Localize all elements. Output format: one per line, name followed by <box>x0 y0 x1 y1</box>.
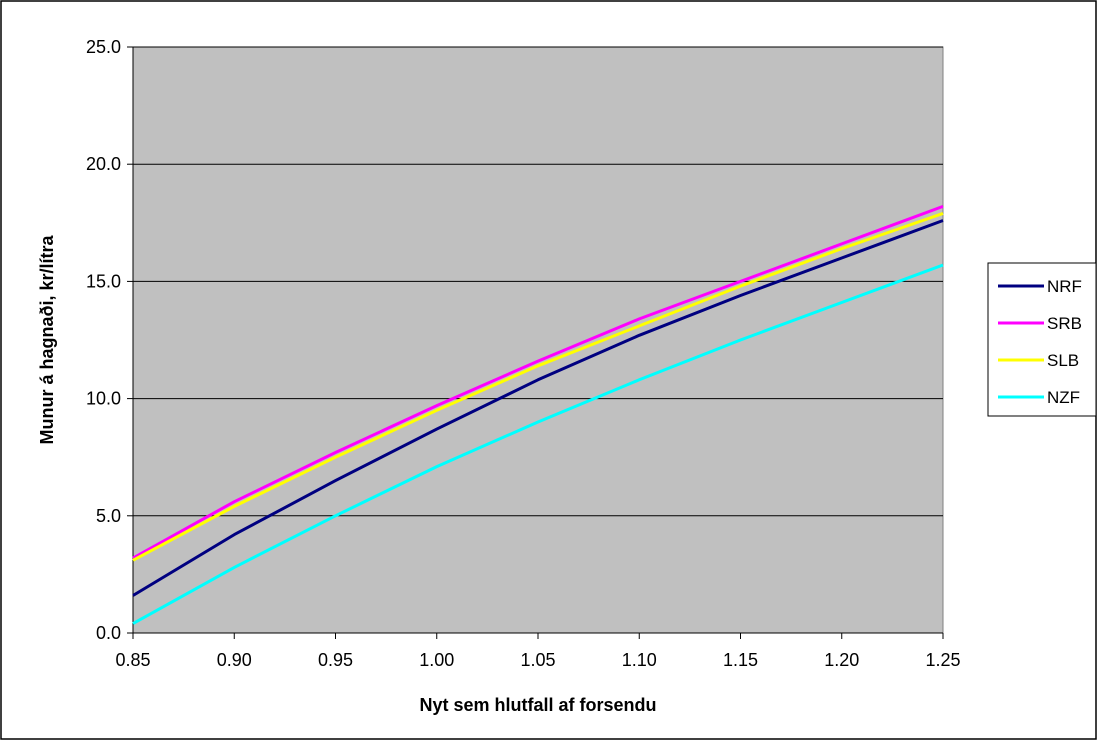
legend-box <box>987 262 1097 417</box>
x-axis-title: Nyt sem hlutfall af forsendu <box>419 695 656 715</box>
axes <box>127 46 944 639</box>
y-axis-title: Munur á hagnaði, kr/lítra <box>37 234 57 444</box>
x-tick-label: 0.85 <box>115 650 150 670</box>
x-tick-labels: 0.85 0.90 0.95 1.00 1.05 1.10 1.15 1.20 1.25 <box>115 650 960 670</box>
legend: NRF SRB SLB NZF <box>987 262 1097 417</box>
series-line-nzf <box>132 263 944 625</box>
series-lines <box>132 204 944 625</box>
x-tick-label: 1.25 <box>925 650 960 670</box>
x-tick-label: 1.05 <box>520 650 555 670</box>
series-line-nrf <box>132 219 944 597</box>
y-tick-label: 20.0 <box>86 154 121 174</box>
y-tick-label: 15.0 <box>86 271 121 291</box>
legend-label-nrf: NRF <box>1047 277 1082 296</box>
legend-label-nzf: NZF <box>1047 388 1080 407</box>
x-tick-label: 0.95 <box>318 650 353 670</box>
series-line-slb <box>132 211 944 562</box>
x-tick-label: 1.00 <box>419 650 454 670</box>
x-tick-label: 1.10 <box>622 650 657 670</box>
series-line-srb <box>132 204 944 560</box>
y-tick-label: 25.0 <box>86 37 121 57</box>
plot-area <box>132 46 944 634</box>
legend-label-slb: SLB <box>1047 351 1079 370</box>
legend-label-srb: SRB <box>1047 314 1082 333</box>
y-tick-label: 5.0 <box>96 506 121 526</box>
y-tick-label: 10.0 <box>86 389 121 409</box>
x-tick-label: 0.90 <box>217 650 252 670</box>
y-tick-label: 0.0 <box>96 623 121 643</box>
x-tick-label: 1.15 <box>723 650 758 670</box>
x-tick-label: 1.20 <box>824 650 859 670</box>
y-tick-labels: 0.0 5.0 10.0 15.0 20.0 25.0 <box>86 37 121 643</box>
